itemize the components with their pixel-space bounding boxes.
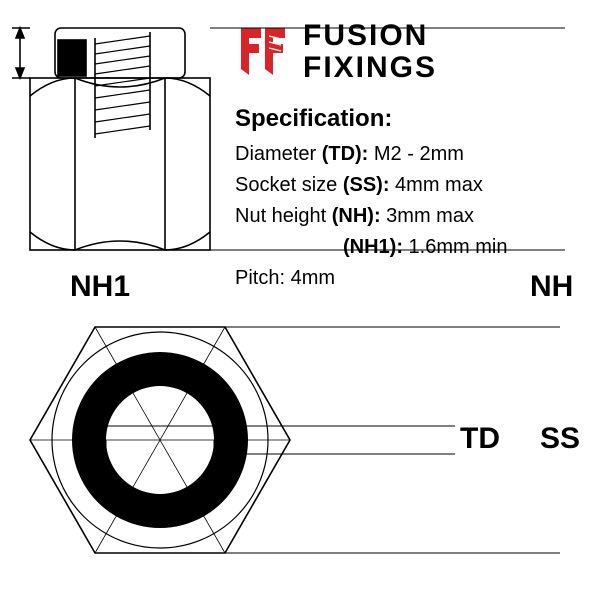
label-ss: SS: [540, 422, 580, 456]
dim-nh1: [12, 28, 30, 78]
label-nh: NH: [530, 270, 573, 304]
label-td: TD: [460, 422, 500, 456]
dim-nh: [210, 28, 565, 250]
plan-view: [30, 327, 290, 553]
label-nh1: NH1: [70, 270, 130, 304]
side-view: [30, 28, 210, 250]
